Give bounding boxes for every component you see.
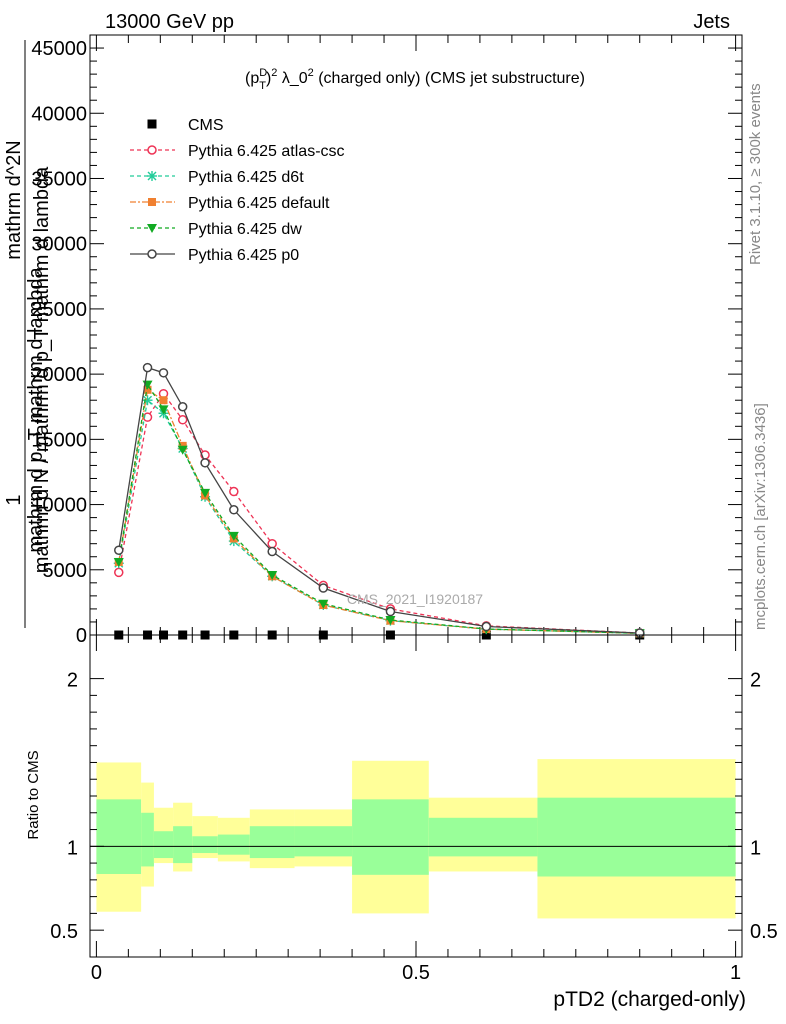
data-point <box>177 445 188 455</box>
data-point <box>158 405 169 415</box>
data-point <box>200 488 211 498</box>
ratio-band-inner <box>294 826 353 857</box>
data-point <box>147 119 157 129</box>
legend-label: Pythia 6.425 default <box>188 195 330 212</box>
y-tick-label: 0 <box>76 625 87 647</box>
data-point <box>143 385 152 394</box>
y-tick-label: 25000 <box>31 299 87 321</box>
rivet-label: Rivet 3.1.10, ≥ 300k events <box>747 83 764 265</box>
legend-label: Pythia 6.425 p0 <box>188 247 299 264</box>
ylabel-line-1: mathrm d N / mathrm d p_T mathrm d lambd… <box>31 166 53 573</box>
data-point <box>318 599 329 609</box>
data-point <box>267 538 277 549</box>
data-point <box>148 198 156 206</box>
ratio-y-tick-label-right: 1 <box>750 837 761 859</box>
ratio-panel: 0.5 0.5 1 1 2 2 0 0.5 1 Ratio to CMS pTD2 (charg… <box>25 634 778 1011</box>
y-tick-label: 45000 <box>31 38 87 60</box>
x-axis-label: pTD2 (charged-only) <box>553 988 746 1011</box>
data-point <box>229 486 239 497</box>
ylabel-numerator: 1 <box>3 494 25 505</box>
ylabel-line-2: mathrm d p_T mathrm d lambda <box>25 266 47 552</box>
data-point <box>318 583 329 593</box>
ratio-band-inner <box>141 812 154 867</box>
legend-entry: Pythia 6.425 p0 <box>130 247 299 264</box>
ratio-ticks: 0.5 0.5 1 1 2 2 0 0.5 1 <box>50 635 778 984</box>
series-pythia-6-425-p0 <box>114 362 645 638</box>
legend-label: Pythia 6.425 dw <box>188 221 302 238</box>
data-point <box>158 368 169 378</box>
data-point <box>147 171 157 181</box>
y-tick-label: 30000 <box>31 234 87 256</box>
ratio-band-inner <box>192 836 218 854</box>
ratio-ylabel: Ratio to CMS <box>25 750 42 839</box>
data-point <box>114 545 124 555</box>
mcplots-label: mcplots.cern.ch [arXiv:1306.3436] <box>752 403 769 630</box>
ratio-band-inner <box>153 831 174 859</box>
legend-entry: Pythia 6.425 atlas-csc <box>130 143 345 160</box>
ratio-y-tick-label-right: 0.5 <box>750 921 778 943</box>
y-tick-label: 40000 <box>31 103 87 125</box>
data-point <box>113 557 124 567</box>
ratio-band-inner <box>217 834 250 855</box>
data-point <box>385 616 396 625</box>
data-point <box>229 505 239 515</box>
data-point <box>147 145 157 155</box>
data-point <box>267 546 277 557</box>
data-point <box>385 606 396 617</box>
ratio-band-inner <box>428 817 538 857</box>
data-point <box>142 395 153 406</box>
y-tick-label: 35000 <box>31 168 87 190</box>
x-tick-label: 0.5 <box>402 962 430 984</box>
ratio-y-tick-label: 2 <box>67 670 78 692</box>
y-tick-label: 5000 <box>43 560 88 582</box>
legend: CMS Pythia 6.425 atlas-csc Pythia 6.425 d6… <box>130 117 345 264</box>
ratio-y-tick-label-right: 2 <box>750 670 761 692</box>
main-ylabel: 1 mathrm d N / mathrm d p_T mathrm d lam… <box>3 40 53 628</box>
header-left: 13000 GeV pp <box>105 11 234 33</box>
ratio-band-inner <box>173 826 193 864</box>
data-point <box>114 567 124 578</box>
ratio-band-inner <box>249 826 295 859</box>
legend-label: Pythia 6.425 atlas-csc <box>188 143 345 160</box>
legend-label: Pythia 6.425 d6t <box>188 169 304 186</box>
main-panel: 0 5000 10000 15000 20000 25000 30000 35000 40000… <box>3 34 743 647</box>
legend-entry: CMS <box>147 117 224 134</box>
ratio-band-inner <box>352 799 429 875</box>
x-tick-label: 1 <box>730 962 741 984</box>
ylabel-line-3: mathrm d^2N <box>3 140 25 259</box>
header-right: Jets <box>693 11 730 33</box>
ratio-y-tick-label: 0.5 <box>50 921 78 943</box>
watermark: CMS_2021_I1920187 <box>347 591 483 607</box>
data-point <box>228 531 239 541</box>
data-point <box>147 249 157 259</box>
data-point <box>200 458 210 468</box>
data-point <box>481 621 492 632</box>
data-point <box>159 396 168 405</box>
legend-entry: Pythia 6.425 d6t <box>130 169 304 186</box>
plot-title: (pD T)2 λ_02 (charged only) (CMS jet subs… <box>245 67 585 92</box>
y-tick-label: 20000 <box>31 364 87 386</box>
data-point <box>177 401 188 412</box>
data-point <box>177 415 188 425</box>
x-tick-label: 0 <box>91 962 102 984</box>
legend-entry: Pythia 6.425 default <box>130 195 330 212</box>
data-point <box>142 362 153 373</box>
ratio-band-inner <box>537 797 736 877</box>
ratio-band-inner <box>96 799 142 874</box>
legend-entry: Pythia 6.425 dw <box>130 221 302 238</box>
series-line <box>118 382 640 634</box>
legend-label: CMS <box>188 117 224 134</box>
data-point <box>267 571 278 580</box>
y-tick-label: 10000 <box>31 495 87 517</box>
ratio-y-tick-label: 1 <box>67 837 78 859</box>
y-tick-label: 15000 <box>31 429 87 451</box>
data-point <box>147 224 157 233</box>
main-ticks: 0 5000 10000 15000 20000 25000 30000 35000 40000… <box>31 35 742 647</box>
ratio-bands <box>96 759 736 919</box>
